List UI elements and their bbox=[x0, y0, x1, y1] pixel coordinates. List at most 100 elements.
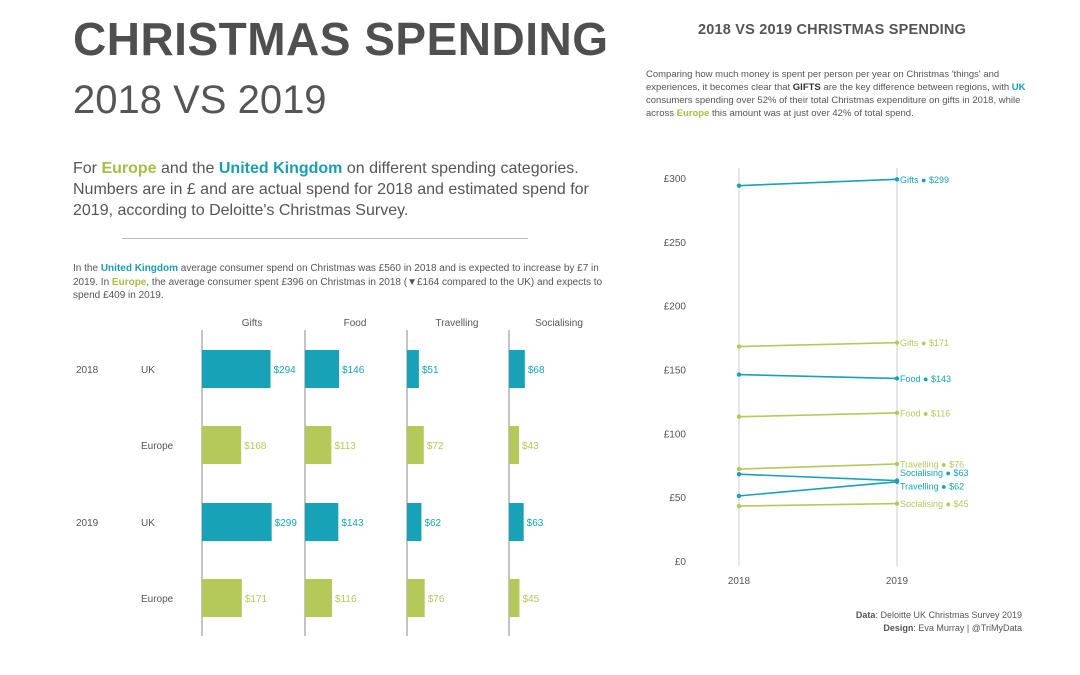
series-point bbox=[894, 340, 900, 345]
y-tick-label: £200 bbox=[664, 302, 687, 313]
x-tick-label: 2018 bbox=[728, 576, 751, 587]
desc-part: consumers spending over 52% of their tot… bbox=[646, 95, 1021, 119]
bar bbox=[305, 426, 332, 464]
bar-value-label: $76 bbox=[428, 594, 445, 605]
credits: Data: Deloitte UK Christmas Survey 2019 … bbox=[780, 609, 1022, 635]
series-point bbox=[894, 461, 900, 467]
region-label: UK bbox=[141, 365, 155, 376]
region-label: UK bbox=[141, 518, 155, 529]
divider bbox=[122, 238, 528, 239]
series-end-label: Gifts ● $299 bbox=[900, 175, 949, 185]
series-point bbox=[894, 501, 900, 506]
region-label: Europe bbox=[141, 441, 174, 452]
bar-value-label: $143 bbox=[341, 518, 364, 529]
bar-value-label: $168 bbox=[244, 441, 267, 452]
desc-europe: Europe bbox=[676, 108, 710, 119]
note-part: , the average consumer spent £396 on Chr… bbox=[73, 276, 603, 302]
category-label: Food bbox=[344, 318, 367, 329]
desc-part: Comparing how much money is spent per pe… bbox=[646, 69, 1000, 93]
credit-design-text: : Eva Murray | @TriMyData bbox=[913, 623, 1022, 633]
bar bbox=[202, 579, 242, 617]
credit-data: Data: Deloitte UK Christmas Survey 2019 bbox=[780, 609, 1022, 622]
slope-chart: £0 £50 £100 £150 £200 £250 £300 2018 2019 Gifts ●… bbox=[664, 168, 968, 587]
desc-part: this amount was at just over 42% of tota… bbox=[709, 108, 914, 119]
desc-uk: UK bbox=[1011, 82, 1026, 93]
note-part: In the bbox=[73, 263, 101, 274]
bar bbox=[305, 350, 340, 388]
bar-value-label: $146 bbox=[342, 365, 365, 376]
desc-gifts: GIFTS bbox=[792, 82, 821, 93]
series-point bbox=[736, 466, 742, 472]
bar-value-label: $43 bbox=[522, 441, 539, 452]
bar bbox=[407, 426, 424, 464]
intro-europe: Europe bbox=[101, 160, 157, 177]
y-tick-label: £100 bbox=[664, 429, 687, 440]
series-line bbox=[738, 463, 898, 470]
bar-value-label: $299 bbox=[275, 518, 298, 529]
summary-note: In the United Kingdom average consumer s… bbox=[73, 262, 613, 303]
bar bbox=[407, 350, 419, 388]
bar bbox=[202, 426, 242, 464]
year-label: 2018 bbox=[76, 365, 99, 376]
bar-value-label: $171 bbox=[245, 594, 268, 605]
intro-part: For bbox=[73, 160, 102, 177]
credit-design: Design: Eva Murray | @TriMyData bbox=[780, 622, 1022, 635]
bar-value-label: $62 bbox=[424, 518, 441, 529]
series-end-label: Food ● $116 bbox=[900, 408, 950, 418]
y-tick-label: £250 bbox=[664, 238, 687, 249]
intro-uk: United Kingdom bbox=[218, 160, 343, 177]
series-line bbox=[738, 473, 898, 482]
category-label: Gifts bbox=[242, 318, 263, 329]
series-end-label: Food ● $143 bbox=[900, 374, 951, 384]
bar-value-label: $72 bbox=[427, 441, 444, 452]
bar-value-label: $294 bbox=[274, 365, 297, 376]
bar bbox=[509, 579, 520, 617]
bar-chart: Gifts Food Travelling Socialising 2018 UK $294… bbox=[76, 318, 583, 636]
line-chart-description: Comparing how much money is spent per pe… bbox=[646, 68, 1026, 120]
series-point bbox=[894, 376, 900, 381]
series-end-label: Socialising ● $45 bbox=[900, 499, 968, 509]
bar bbox=[509, 426, 520, 464]
y-tick-label: £0 bbox=[675, 557, 687, 568]
bar-value-label: $116 bbox=[335, 594, 357, 605]
bar bbox=[407, 503, 422, 541]
series-end-label: Travelling ● $62 bbox=[900, 481, 964, 491]
series-point bbox=[736, 471, 742, 477]
series-end-label: Travelling ● $76 bbox=[900, 459, 964, 469]
series-point bbox=[736, 414, 742, 419]
bar bbox=[305, 503, 339, 541]
category-label: Travelling bbox=[436, 318, 479, 329]
credit-data-text: : Deloitte UK Christmas Survey 2019 bbox=[875, 610, 1022, 620]
region-label: Europe bbox=[141, 594, 174, 605]
series-line bbox=[738, 412, 898, 418]
desc-part: are the key difference between regions, … bbox=[820, 82, 1012, 93]
bar-value-label: $68 bbox=[528, 365, 545, 376]
bar-value-label: $51 bbox=[422, 365, 439, 376]
bar bbox=[509, 503, 524, 541]
note-uk: United Kingdom bbox=[100, 263, 179, 274]
year-label: 2019 bbox=[76, 518, 99, 529]
y-tick-label: £300 bbox=[664, 174, 687, 185]
bar-value-label: $63 bbox=[527, 518, 544, 529]
bar bbox=[305, 579, 333, 617]
bar bbox=[509, 350, 525, 388]
series-point bbox=[736, 493, 742, 499]
bar-value-label: $113 bbox=[334, 441, 356, 452]
intro-part: on different spending categories. Number… bbox=[73, 160, 589, 219]
series-point bbox=[894, 410, 900, 416]
series-point bbox=[736, 503, 742, 509]
bar bbox=[407, 579, 425, 617]
series-point bbox=[736, 372, 742, 377]
note-europe: Europe bbox=[111, 276, 147, 288]
bar bbox=[202, 503, 272, 541]
x-tick-label: 2019 bbox=[886, 576, 909, 587]
series-line bbox=[738, 373, 898, 380]
intro-text: For Europe and the United Kingdom on dif… bbox=[73, 158, 603, 221]
note-part: average consumer spend on Christmas was … bbox=[73, 263, 599, 288]
page-title: CHRISTMAS SPENDING bbox=[73, 13, 609, 65]
line-chart-title: 2018 VS 2019 CHRISTMAS SPENDING bbox=[697, 22, 967, 38]
bar bbox=[202, 350, 271, 388]
series-point bbox=[894, 177, 900, 182]
bar-value-label: $45 bbox=[522, 594, 539, 605]
series-line bbox=[738, 341, 898, 348]
